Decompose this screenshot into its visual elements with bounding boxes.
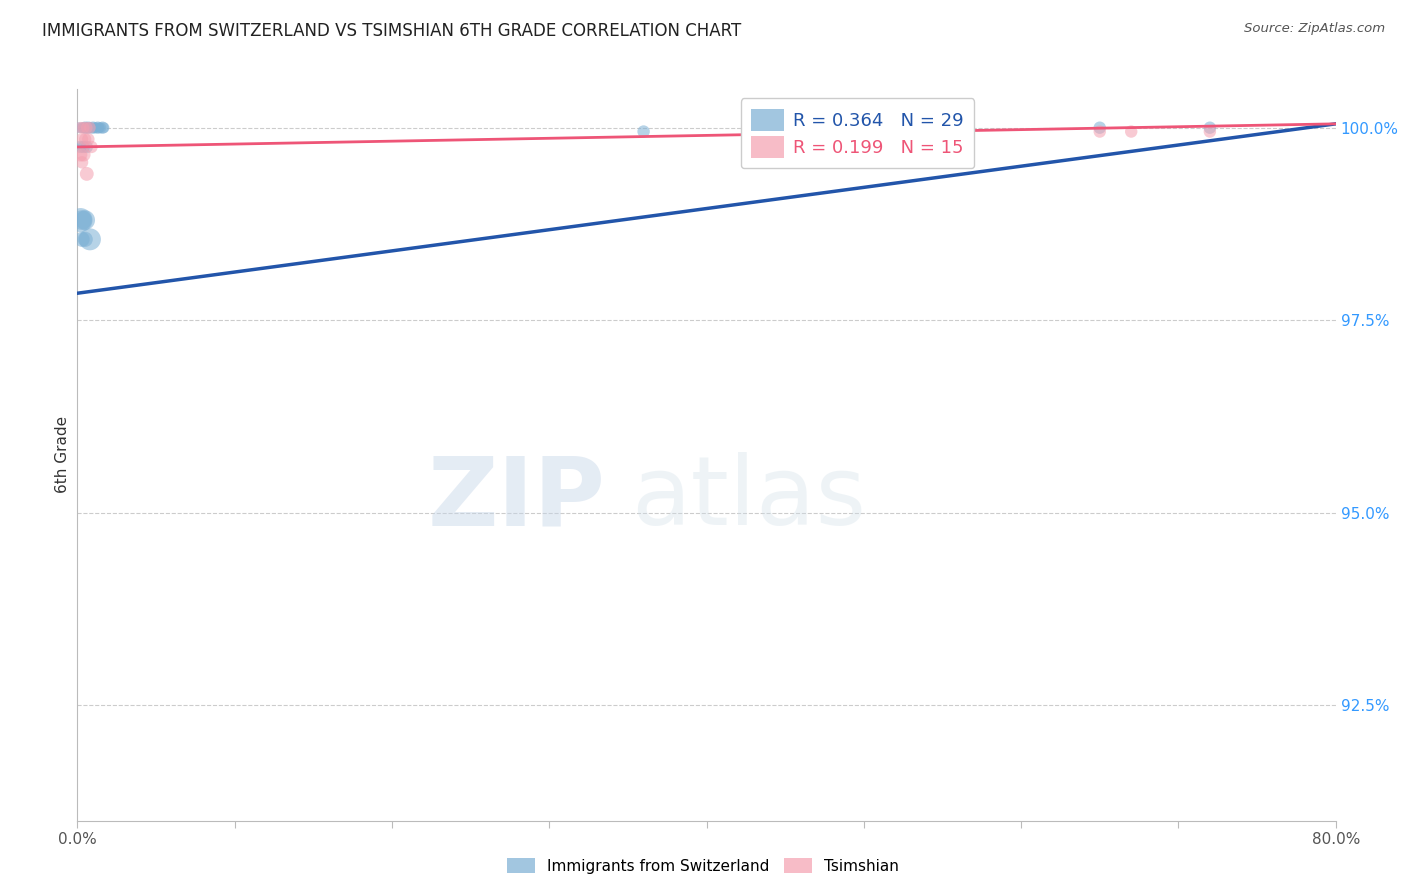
Point [76,120,98,135]
Point [70,132,93,146]
Point [70,232,93,246]
Point [76,167,98,181]
Point [93,120,115,135]
Point [1088,124,1111,138]
Point [75,120,97,135]
Point [69,140,91,154]
Point [91,120,114,135]
Point [633,124,655,138]
Point [80,120,103,135]
Point [75,232,97,246]
Text: ZIP: ZIP [427,452,606,545]
Point [72,140,94,154]
Point [69,120,91,135]
Point [69,213,91,227]
Point [80,140,103,154]
Legend: Immigrants from Switzerland, Tsimshian: Immigrants from Switzerland, Tsimshian [501,852,905,880]
Point [70,120,93,135]
Point [1199,124,1222,138]
Point [821,124,844,138]
Point [77,132,100,146]
Point [1121,124,1143,138]
Point [79,232,101,246]
Y-axis label: 6th Grade: 6th Grade [55,417,70,493]
Point [83,120,105,135]
Point [89,120,111,135]
Point [67,120,90,135]
Point [77,120,100,135]
Text: IMMIGRANTS FROM SWITZERLAND VS TSIMSHIAN 6TH GRADE CORRELATION CHART: IMMIGRANTS FROM SWITZERLAND VS TSIMSHIAN… [42,22,741,40]
Point [1088,120,1111,135]
Point [79,120,101,135]
Point [90,120,112,135]
Point [70,155,93,169]
Point [75,132,97,146]
Point [72,147,94,161]
Point [1199,120,1222,135]
Point [87,120,110,135]
Point [70,213,93,227]
Legend: R = 0.364   N = 29, R = 0.199   N = 15: R = 0.364 N = 29, R = 0.199 N = 15 [741,98,974,169]
Point [76,140,98,154]
Text: atlas: atlas [631,452,866,545]
Point [76,120,98,135]
Point [84,120,107,135]
Point [72,120,94,135]
Point [79,120,101,135]
Point [72,120,94,135]
Point [82,120,104,135]
Text: Source: ZipAtlas.com: Source: ZipAtlas.com [1244,22,1385,36]
Point [69,147,91,161]
Point [75,213,97,227]
